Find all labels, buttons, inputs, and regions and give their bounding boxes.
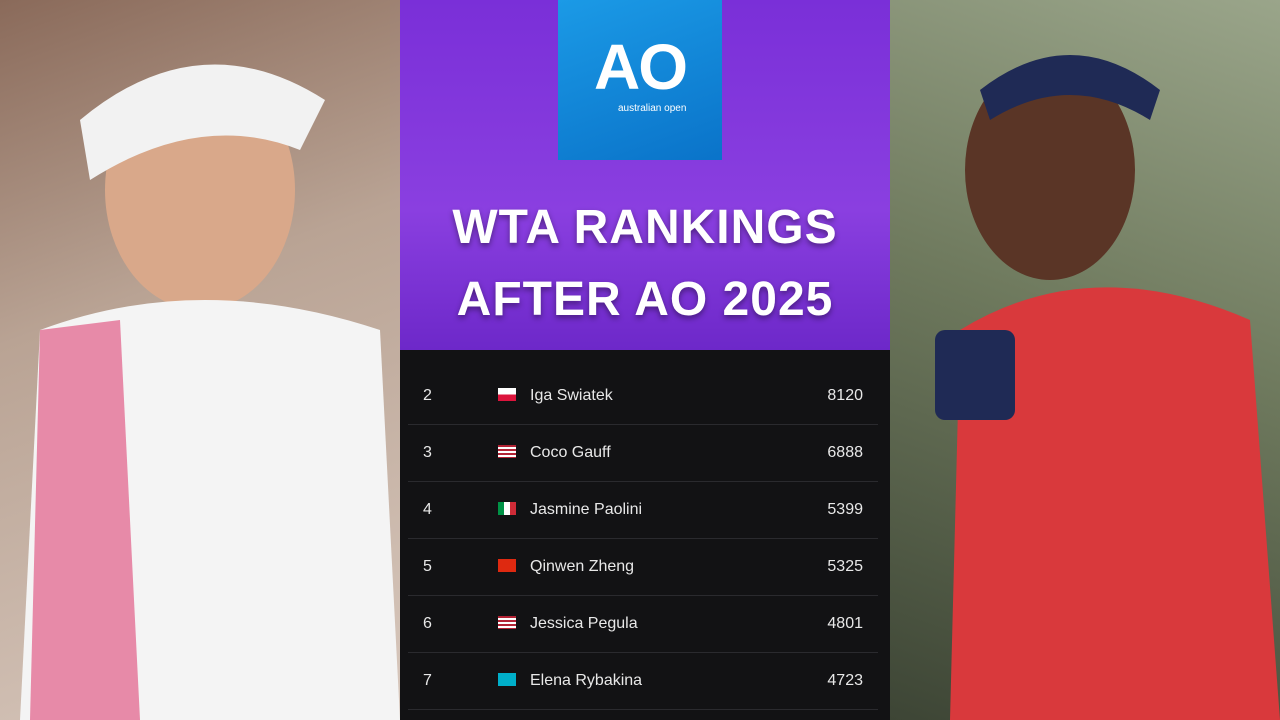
rank: 4 bbox=[423, 501, 432, 518]
table-row: 5 Qinwen Zheng 5325 bbox=[408, 538, 878, 596]
points: 5325 bbox=[827, 558, 863, 575]
points: 4723 bbox=[827, 672, 863, 689]
table-row: 7 Elena Rybakina 4723 bbox=[408, 652, 878, 710]
points: 6888 bbox=[827, 444, 863, 461]
rank: 2 bbox=[423, 387, 432, 404]
photo-silhouette bbox=[935, 55, 1280, 720]
title-line: WTA RANKINGS bbox=[452, 201, 838, 254]
photo-silhouette bbox=[20, 64, 400, 720]
rank: 6 bbox=[423, 615, 432, 632]
rankings-table: 2 Iga Swiatek 8120 3 Coco Gauff 6888 4 Jasmine … bbox=[400, 350, 890, 720]
points: 8120 bbox=[827, 387, 863, 404]
logo-mark: AO bbox=[594, 31, 688, 103]
player-name: Iga Swiatek bbox=[530, 387, 613, 404]
table-row: 6 Jessica Pegula 4801 bbox=[408, 595, 878, 653]
player-name: Coco Gauff bbox=[530, 444, 611, 461]
table-row: 4 Jasmine Paolini 5399 bbox=[408, 481, 878, 539]
flag-icon bbox=[498, 388, 516, 401]
flag-icon bbox=[498, 559, 516, 572]
logo-text: australian open bbox=[618, 103, 687, 114]
player-photo-right bbox=[890, 0, 1280, 720]
flag-icon bbox=[498, 673, 516, 686]
rank: 7 bbox=[423, 672, 432, 689]
points: 4801 bbox=[827, 615, 863, 632]
rank: 3 bbox=[423, 444, 432, 461]
player-name: Jessica Pegula bbox=[530, 615, 638, 632]
title-line: AFTER AO 2025 bbox=[456, 273, 834, 326]
player-name: Qinwen Zheng bbox=[530, 558, 635, 575]
player-photo-left bbox=[0, 0, 400, 720]
center-panel: AO australian open WTA RANKINGS AFTER AO… bbox=[400, 0, 890, 720]
flag-icon bbox=[498, 502, 516, 515]
points: 5399 bbox=[827, 501, 863, 518]
logo: AO australian open bbox=[558, 0, 722, 160]
table-row: 3 Coco Gauff 6888 bbox=[408, 424, 878, 482]
rank: 5 bbox=[423, 558, 432, 575]
player-name: Jasmine Paolini bbox=[530, 501, 643, 518]
flag-icon bbox=[498, 445, 516, 458]
flag-icon bbox=[498, 616, 516, 629]
player-name: Elena Rybakina bbox=[530, 672, 643, 689]
banner: AO australian open WTA RANKINGS AFTER AO… bbox=[400, 0, 890, 350]
table-row: 2 Iga Swiatek 8120 bbox=[408, 367, 878, 425]
